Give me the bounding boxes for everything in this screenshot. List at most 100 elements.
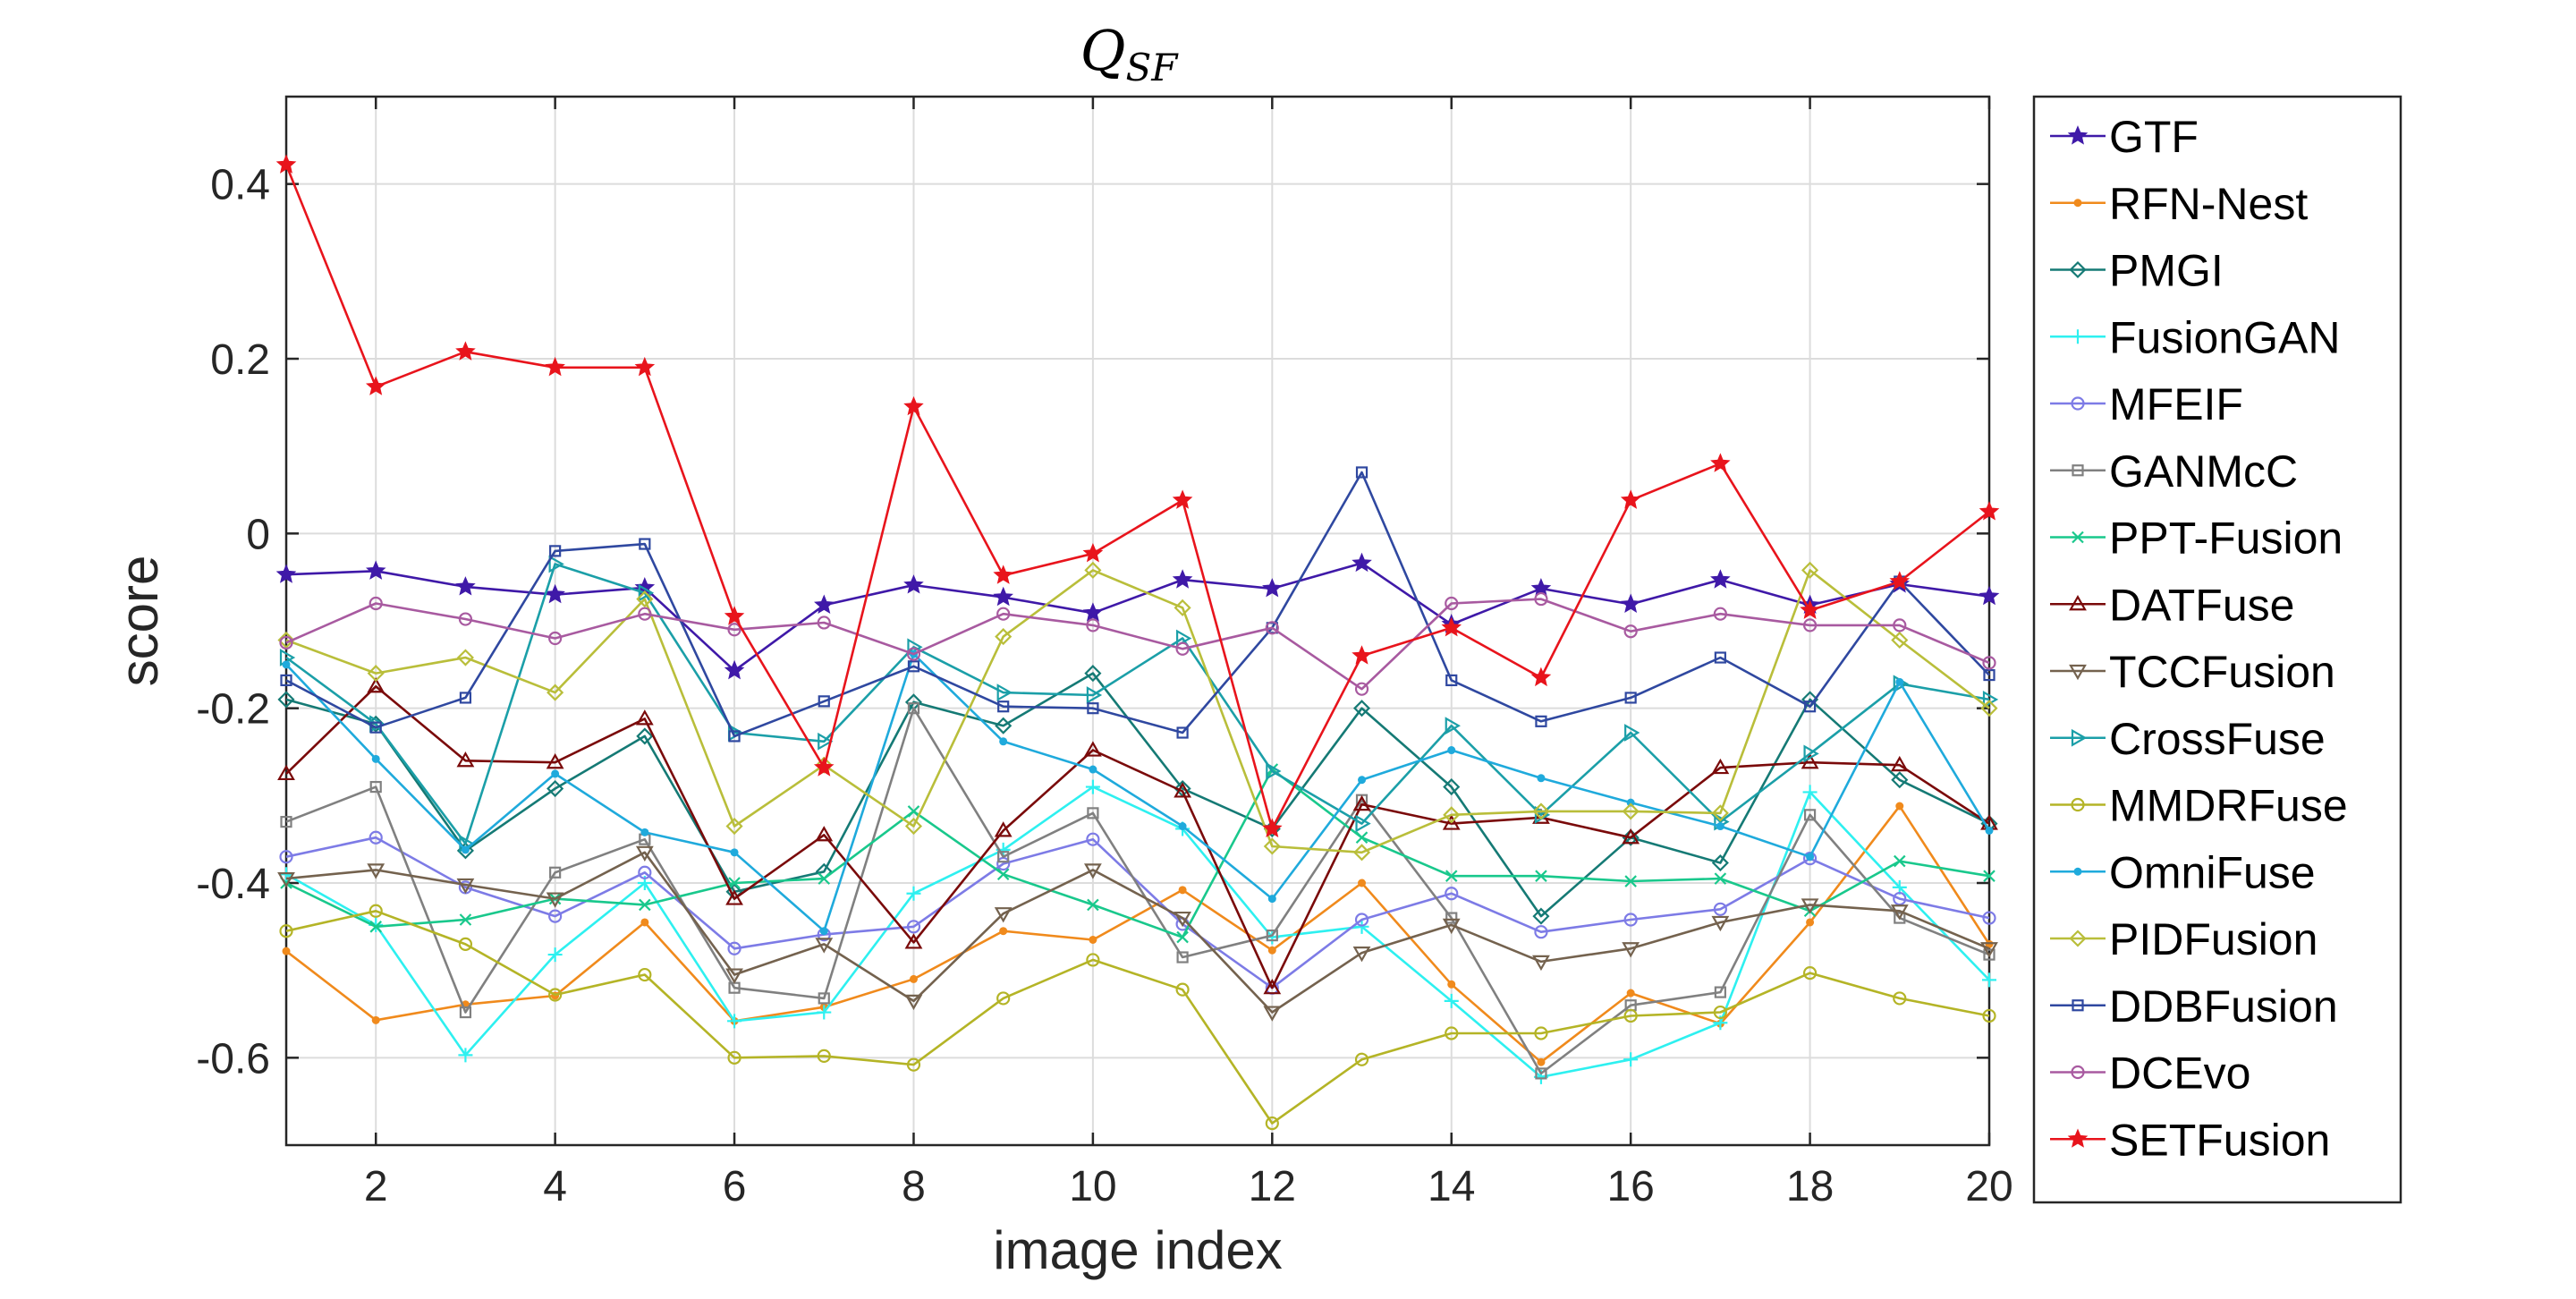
legend-marker <box>2071 797 2085 812</box>
data-point <box>817 1049 831 1063</box>
data-point <box>1535 1067 1547 1080</box>
data-point <box>1982 911 1996 925</box>
data-point <box>279 850 293 864</box>
data-point <box>636 727 654 745</box>
data-point <box>818 992 830 1005</box>
data-point <box>1803 744 1819 763</box>
data-point <box>1442 918 1461 935</box>
data-point <box>369 921 382 933</box>
data-point <box>456 751 475 768</box>
data-point <box>1352 552 1372 573</box>
data-point <box>1445 674 1458 687</box>
data-point <box>907 805 920 818</box>
data-point <box>1266 762 1282 780</box>
data-point <box>996 856 1011 871</box>
data-point <box>1262 818 1283 838</box>
data-point <box>1441 616 1462 637</box>
legend-item-ganmcc: GANMcC <box>2050 446 2298 497</box>
data-point <box>818 872 831 885</box>
data-point <box>1174 911 1192 928</box>
legend-item-tccfusion: TCCFusion <box>2050 647 2335 697</box>
data-point <box>282 660 291 669</box>
legend-item-pmgi: PMGI <box>2050 246 2224 296</box>
x-tick-label: 20 <box>1965 1163 2012 1210</box>
data-point <box>1622 828 1640 845</box>
data-point <box>904 994 923 1011</box>
legend-label: MMDRFuse <box>2109 781 2348 831</box>
data-point <box>906 886 921 901</box>
data-point <box>818 732 834 751</box>
data-point <box>1893 891 1907 906</box>
data-point <box>1082 542 1104 563</box>
data-point <box>727 1014 742 1029</box>
data-point <box>817 1005 832 1020</box>
x-tick-label: 16 <box>1606 1163 1654 1210</box>
data-point <box>1982 656 1996 670</box>
data-point <box>1447 746 1456 755</box>
data-point <box>1801 898 1819 914</box>
legend-marker <box>2071 396 2085 411</box>
data-point <box>367 665 385 683</box>
data-point <box>1530 578 1552 598</box>
legend-label: TCCFusion <box>2109 647 2335 697</box>
legend-label: RFN-Nest <box>2109 179 2308 229</box>
legend-item-datfuse: DATFuse <box>2050 580 2294 630</box>
data-point <box>1980 942 1998 958</box>
data-point <box>996 991 1011 1006</box>
data-point <box>1354 1052 1369 1066</box>
data-point <box>1445 1026 1459 1040</box>
data-point <box>1447 980 1456 989</box>
data-point <box>996 868 1010 881</box>
data-point <box>903 395 924 416</box>
legend-item-pidfusion: PIDFusion <box>2050 914 2318 964</box>
data-point <box>1895 802 1904 811</box>
series-ppt-fusion <box>280 763 1996 944</box>
data-point <box>365 560 386 580</box>
data-point <box>1534 1026 1548 1040</box>
data-point <box>1444 993 1459 1008</box>
data-point <box>1983 668 1996 682</box>
legend-item-fusiongan: FusionGAN <box>2050 312 2340 362</box>
data-point <box>371 1015 380 1024</box>
data-point <box>1172 489 1193 509</box>
data-point <box>1358 776 1367 785</box>
data-point <box>1893 618 1907 633</box>
data-point <box>1535 870 1547 882</box>
data-point <box>547 947 563 963</box>
data-point <box>1895 677 1904 686</box>
series-tccfusion <box>277 845 1998 1022</box>
series-line-ddbfusion <box>285 471 1990 738</box>
legend-marker <box>2069 260 2087 279</box>
data-point <box>904 933 923 949</box>
legend-marker <box>2071 728 2088 747</box>
data-point <box>1355 466 1368 479</box>
data-point <box>634 356 656 377</box>
data-point <box>1623 1008 1638 1023</box>
data-point <box>282 947 291 955</box>
data-point <box>640 918 649 927</box>
series-line-omnifuse <box>285 652 1991 932</box>
series-line-pidfusion <box>285 569 1990 854</box>
data-point <box>1710 453 1731 472</box>
data-point <box>371 754 380 763</box>
data-point <box>1175 641 1190 656</box>
series-line-mfeif <box>285 836 1990 989</box>
data-point <box>1532 907 1550 925</box>
legend-marker <box>2072 464 2084 477</box>
data-point <box>1352 844 1371 862</box>
data-point <box>547 779 564 798</box>
data-point <box>1714 872 1727 885</box>
data-point <box>1086 686 1103 704</box>
data-point <box>817 616 831 630</box>
series-rfn-nest <box>282 802 1994 1066</box>
x-tick-label: 8 <box>902 1163 926 1210</box>
data-point <box>996 607 1011 621</box>
data-point <box>1085 779 1100 794</box>
data-point <box>549 545 562 557</box>
data-point <box>1266 929 1278 942</box>
data-point <box>1890 904 1909 921</box>
series-line-ganmcc <box>285 707 1990 1075</box>
data-point <box>1802 618 1818 633</box>
x-tick-label: 18 <box>1786 1163 1834 1210</box>
series-setfusion <box>275 154 2000 838</box>
